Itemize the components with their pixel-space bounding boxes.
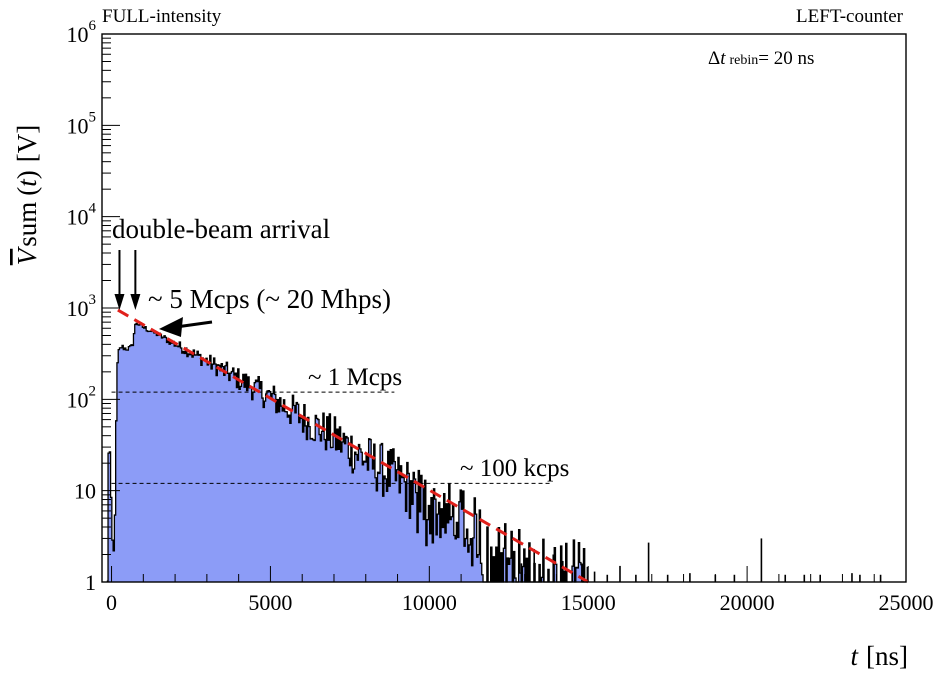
y-tick-base: 10	[67, 113, 89, 138]
y-tick-label: 104	[67, 201, 97, 230]
y-tick-exponent: 2	[89, 383, 97, 399]
y-tick-label: 106	[67, 18, 97, 47]
rebin-value: = 20 ns	[758, 48, 814, 69]
x-tick-label: 15000	[561, 590, 616, 615]
x-tick-label: 20000	[720, 590, 775, 615]
x-tick-label: 25000	[879, 590, 934, 615]
axis-ticks-layer: 0 5000 10000 15000 20000 25000110102103104105…	[67, 18, 934, 615]
peak-arrow-head	[158, 317, 183, 337]
x-axis-title: t [ns]	[850, 641, 908, 671]
y-tick-base: 10	[74, 479, 96, 504]
rebin-label: Δt rebin= 20 ns	[708, 48, 814, 69]
arrival-arrow-head	[130, 294, 141, 310]
x-tick-label: 10000	[402, 590, 457, 615]
y-axis-unit: [V]	[12, 125, 42, 162]
annotation-arrows-layer	[114, 250, 213, 337]
reference-lines-layer	[111, 391, 551, 484]
y-tick-exponent: 3	[89, 292, 97, 308]
x-tick-label: 0	[106, 590, 117, 615]
y-tick-base: 10	[67, 22, 89, 47]
y-tick-label: 103	[67, 292, 97, 321]
peak-rate-label: ~ 5 Mcps (~ 20 Mhps)	[148, 284, 391, 314]
y-tick-label: 102	[67, 383, 97, 412]
double-beam-label: double-beam arrival	[112, 214, 330, 244]
y-tick-label: 1	[85, 570, 96, 595]
x-axis-unit: [ns]	[866, 641, 908, 671]
ref-line-label-100kcps: ~ 100 kcps	[460, 455, 569, 482]
y-tick-base: 10	[67, 387, 89, 412]
exponential-fit-line	[117, 308, 589, 584]
y-tick-exponent: 6	[89, 18, 97, 34]
y-tick-exponent: 4	[89, 201, 97, 217]
intensity-label: FULL-intensity	[102, 6, 222, 27]
y-axis-close-paren: )	[12, 170, 42, 179]
y-axis-func: sum	[12, 202, 42, 247]
ref-line-label-1mcps: ~ 1 Mcps	[308, 364, 402, 391]
y-tick-label: 105	[67, 109, 97, 138]
y-tick-base: 10	[67, 296, 89, 321]
rebin-delta: Δ	[708, 48, 720, 69]
y-tick-exponent: 5	[89, 109, 97, 125]
y-axis-open-paren: (	[12, 187, 42, 196]
y-tick-base: 10	[67, 205, 89, 230]
x-tick-label: 5000	[248, 590, 292, 615]
y-axis-title: Vsum (t) [V]	[12, 125, 42, 266]
x-axis-symbol: t	[850, 641, 859, 671]
fit-line-layer	[117, 308, 589, 584]
y-tick-base: 1	[85, 570, 96, 595]
arrival-arrow-head	[114, 294, 125, 310]
counter-label: LEFT-counter	[796, 6, 904, 27]
y-axis-symbol: V	[12, 245, 42, 265]
y-tick-label: 10	[74, 479, 96, 504]
y-axis-arg: t	[12, 178, 42, 187]
rebin-var: t	[720, 48, 726, 69]
rebin-sub: rebin	[730, 53, 759, 68]
